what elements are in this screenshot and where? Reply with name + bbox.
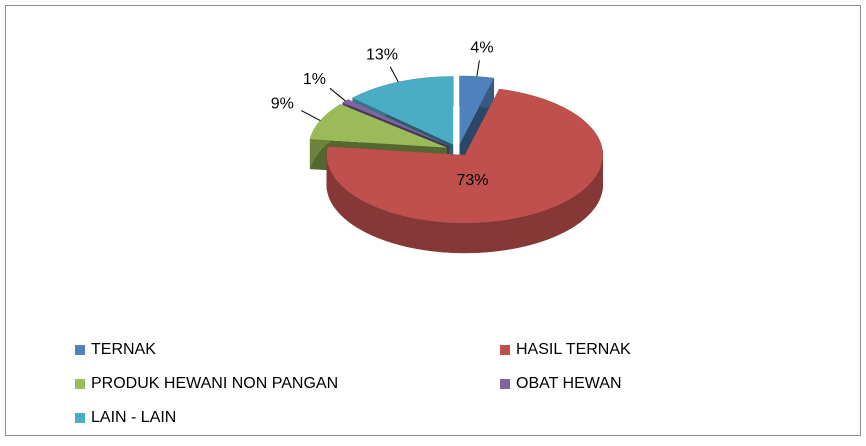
data-label: 4% bbox=[470, 40, 493, 57]
legend-swatch bbox=[75, 379, 85, 389]
legend-label: PRODUK HEWANI NON PANGAN bbox=[91, 375, 338, 392]
data-label: 13% bbox=[366, 47, 398, 64]
slice-wall bbox=[405, 216, 411, 247]
slice-wall bbox=[471, 223, 478, 253]
slice-wall bbox=[349, 192, 353, 225]
legend-swatch bbox=[75, 413, 85, 423]
slice-wall bbox=[411, 218, 417, 249]
slice-wall bbox=[437, 222, 444, 253]
slice-wall bbox=[558, 203, 563, 235]
slice-wall bbox=[478, 222, 485, 252]
slice-wall bbox=[339, 183, 342, 216]
slice-wall bbox=[524, 215, 530, 247]
data-label: 9% bbox=[271, 96, 294, 113]
slice-wall bbox=[330, 170, 332, 203]
slice-wall bbox=[465, 223, 472, 253]
slice-wall bbox=[542, 209, 548, 241]
slice-wall bbox=[444, 222, 451, 252]
slice-wall bbox=[371, 205, 376, 237]
slice-wall bbox=[499, 220, 506, 251]
slice-wall bbox=[424, 220, 431, 251]
slice-wall bbox=[595, 173, 597, 206]
slice-wall bbox=[531, 213, 537, 245]
slice-wall bbox=[353, 195, 357, 228]
slice-wall bbox=[334, 177, 336, 210]
slice-wall bbox=[381, 209, 387, 241]
slice-wall bbox=[357, 197, 361, 230]
slice-wall bbox=[573, 195, 577, 228]
data-label: 73% bbox=[456, 172, 488, 189]
slice-wall bbox=[345, 189, 349, 222]
slice-wall bbox=[563, 200, 568, 232]
legend-swatch bbox=[75, 345, 85, 355]
slice-wall bbox=[366, 202, 371, 234]
slice-wall bbox=[376, 207, 381, 239]
slice-wall bbox=[492, 221, 499, 252]
slice-wall bbox=[332, 173, 334, 206]
slice-wall bbox=[518, 216, 524, 247]
slice-wall bbox=[587, 183, 590, 216]
slice-wall bbox=[399, 215, 405, 247]
slice-wall bbox=[553, 205, 558, 237]
slice-wall bbox=[485, 222, 492, 253]
slice-wall bbox=[568, 197, 572, 230]
data-label: 1% bbox=[303, 71, 326, 88]
slice-wall bbox=[505, 219, 512, 250]
slice-wall bbox=[584, 186, 587, 219]
legend-label: HASIL TERNAK bbox=[516, 341, 631, 358]
slice-wall bbox=[548, 207, 553, 239]
slice-wall bbox=[393, 213, 399, 245]
legend-label: LAIN - LAIN bbox=[91, 409, 176, 426]
legend-swatch bbox=[500, 345, 510, 355]
slice-wall bbox=[537, 211, 543, 243]
slice-wall bbox=[577, 192, 581, 225]
slice-wall bbox=[431, 221, 438, 252]
slice-wall bbox=[361, 200, 366, 232]
legend-label: OBAT HEWAN bbox=[516, 375, 622, 392]
legend-swatch bbox=[500, 379, 510, 389]
slice-wall bbox=[336, 180, 339, 213]
slice-wall bbox=[342, 186, 345, 219]
slice-wall bbox=[458, 223, 465, 253]
slice-wall bbox=[593, 177, 595, 210]
legend-label: TERNAK bbox=[91, 341, 156, 358]
slice-wall bbox=[512, 218, 518, 249]
slice-wall bbox=[451, 223, 458, 253]
slice-wall bbox=[581, 189, 585, 222]
slice-wall bbox=[590, 180, 593, 213]
slice-wall bbox=[417, 219, 424, 250]
slice-wall bbox=[387, 211, 393, 243]
slice-wall bbox=[598, 170, 600, 203]
